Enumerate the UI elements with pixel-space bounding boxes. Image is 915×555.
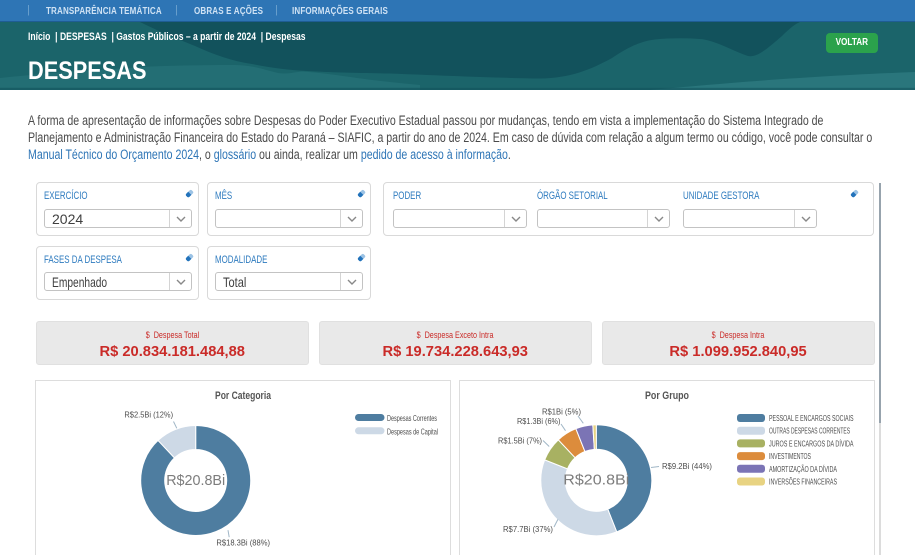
svg-text:R$1Bi (5%): R$1Bi (5%) xyxy=(542,408,581,417)
svg-text:Despesas Correntes: Despesas Correntes xyxy=(387,413,437,423)
svg-text:JUROS E ENCARGOS DA DÍVIDA: JUROS E ENCARGOS DA DÍVIDA xyxy=(769,439,854,448)
svg-text:INVERSÕES FINANCEIRAS: INVERSÕES FINANCEIRAS xyxy=(769,478,837,487)
svg-text:R$20.8Bi: R$20.8Bi xyxy=(563,472,629,489)
svg-text:R$20.8Bi: R$20.8Bi xyxy=(166,472,225,489)
svg-text:Por Categoria: Por Categoria xyxy=(215,390,272,402)
svg-text:R$1.3Bi (6%): R$1.3Bi (6%) xyxy=(517,417,561,426)
svg-text:PESSOAL E ENCARGOS SOCIAIS: PESSOAL E ENCARGOS SOCIAIS xyxy=(769,414,854,423)
svg-text:OUTRAS DESPESAS CORRENTES: OUTRAS DESPESAS CORRENTES xyxy=(769,427,850,436)
svg-text:R$18.3Bi (88%): R$18.3Bi (88%) xyxy=(216,539,270,548)
svg-text:R$2.5Bi (12%): R$2.5Bi (12%) xyxy=(124,411,173,420)
svg-text:AMORTIZAÇÃO DA DÍVIDA: AMORTIZAÇÃO DA DÍVIDA xyxy=(769,465,837,474)
svg-text:R$7.7Bi (37%): R$7.7Bi (37%) xyxy=(503,525,553,534)
svg-text:R$1.5Bi (7%): R$1.5Bi (7%) xyxy=(498,437,542,446)
svg-text:INVESTIMENTOS: INVESTIMENTOS xyxy=(769,452,811,461)
svg-text:R$9.2Bi (44%): R$9.2Bi (44%) xyxy=(662,462,712,471)
svg-text:Despesas de Capital: Despesas de Capital xyxy=(387,426,438,436)
svg-text:Por Grupo: Por Grupo xyxy=(645,390,689,402)
